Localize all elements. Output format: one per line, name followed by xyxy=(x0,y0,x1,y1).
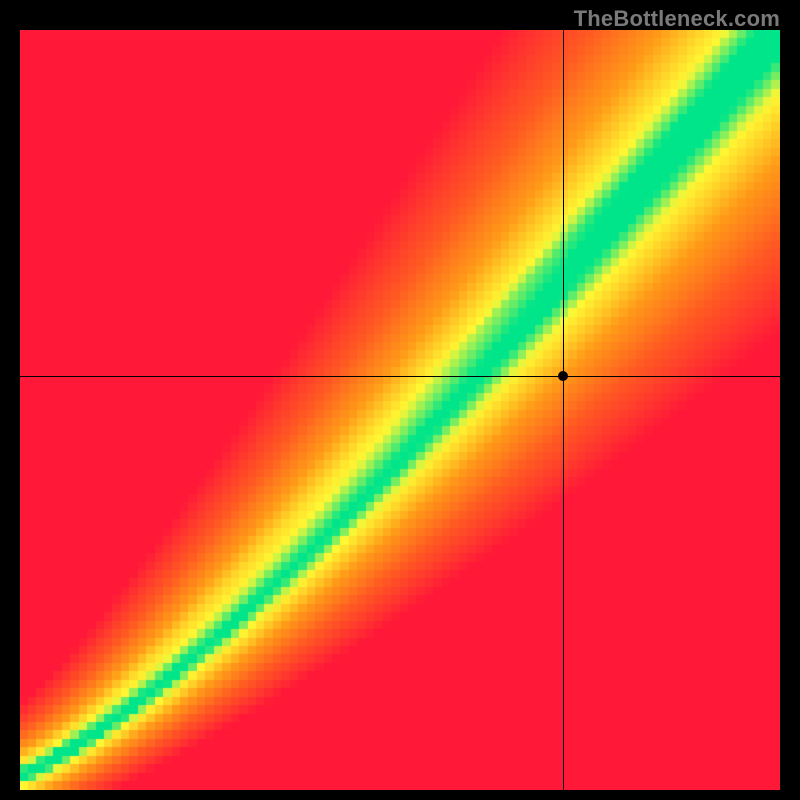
watermark-text: TheBottleneck.com xyxy=(574,6,780,32)
crosshair-vertical xyxy=(563,30,564,790)
crosshair-horizontal xyxy=(20,376,780,377)
heatmap-canvas xyxy=(20,30,780,790)
root: TheBottleneck.com xyxy=(0,0,800,800)
plot-area xyxy=(20,30,780,790)
crosshair-marker xyxy=(558,371,568,381)
